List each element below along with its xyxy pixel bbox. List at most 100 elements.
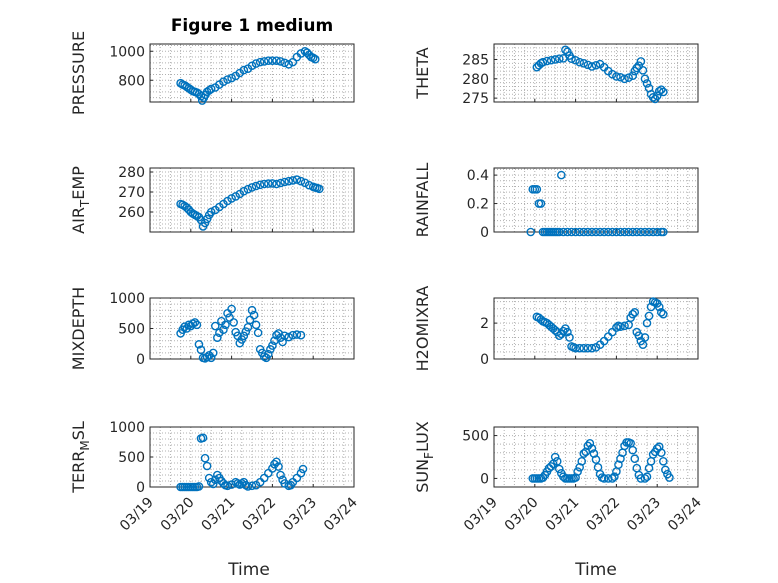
x-tick-label: 03/19 — [117, 495, 157, 535]
subplot-4: 0 0.2 0.4 RAINFALL — [413, 163, 699, 241]
y-tick-label: 1000 — [109, 291, 145, 307]
data-point — [628, 227, 638, 237]
data-point — [272, 56, 281, 65]
data-point — [583, 227, 593, 237]
data-point — [654, 86, 664, 96]
data-point — [648, 227, 658, 237]
data-point — [612, 323, 621, 332]
data-point — [247, 61, 257, 71]
data-point — [253, 328, 263, 338]
plot-frame — [493, 426, 699, 488]
data-point — [180, 322, 189, 331]
data-point — [268, 179, 277, 188]
y-tick-label: 0 — [480, 352, 489, 368]
data-point — [288, 176, 298, 185]
y-tick-label: 500 — [118, 322, 145, 338]
data-point — [648, 93, 658, 102]
data-point — [221, 320, 230, 330]
data-point — [292, 330, 302, 339]
data-point — [255, 57, 265, 67]
data-point — [190, 318, 200, 327]
data-point — [227, 73, 236, 83]
data-point — [583, 60, 593, 70]
subplot-8: 0 500 03/19 03/20 03/21 03/22 03/23 03/24 SUNFLU… — [413, 421, 705, 580]
data-point — [268, 56, 277, 65]
data-point — [642, 79, 652, 88]
x-tick-label: 03/20 — [158, 495, 198, 535]
data-point — [591, 455, 601, 464]
data-point — [296, 49, 306, 58]
data-point — [612, 72, 621, 81]
data-point — [620, 321, 629, 331]
x-tick-label: 03/19 — [461, 495, 501, 535]
data-point — [296, 330, 306, 340]
data-point — [550, 452, 560, 462]
y-tick-label: 1000 — [109, 420, 145, 436]
data-point — [208, 479, 218, 489]
data-point — [591, 227, 601, 237]
x-tick-label: 03/24 — [665, 494, 705, 534]
data-point — [559, 227, 568, 237]
y-axis-label: MIXDEPTH — [69, 287, 88, 370]
data-point — [608, 474, 617, 483]
data-point — [292, 175, 302, 184]
data-point — [616, 227, 625, 237]
data-point — [239, 65, 249, 75]
data-point — [640, 227, 650, 237]
data-point — [628, 71, 638, 81]
data-point — [636, 227, 646, 237]
data-point — [526, 227, 536, 237]
data-point — [610, 472, 619, 482]
data-point — [227, 304, 236, 314]
data-point — [315, 184, 324, 194]
data-point — [542, 56, 552, 66]
data-point — [616, 322, 625, 332]
data-point — [546, 462, 556, 471]
data-point — [665, 473, 674, 482]
y-axis-label: THETA — [413, 47, 432, 99]
y-tick-label: 270 — [118, 185, 145, 201]
data-point — [264, 179, 273, 188]
y-axis-label: AIRTEMP — [69, 166, 92, 234]
data-point — [567, 54, 576, 63]
data-point — [636, 474, 646, 483]
data-point — [210, 475, 220, 485]
data-point — [239, 331, 249, 341]
data-point — [296, 176, 306, 186]
data-point — [561, 45, 570, 55]
data-point — [640, 474, 650, 483]
plot-frame — [149, 43, 355, 103]
data-point — [652, 227, 662, 237]
data-point — [194, 340, 204, 349]
data-point — [636, 57, 646, 66]
data-point — [208, 348, 218, 358]
data-point — [280, 58, 289, 68]
data-point — [536, 199, 546, 208]
x-tick-label: 03/21 — [543, 495, 583, 535]
data-point — [659, 456, 668, 466]
data-point — [249, 310, 259, 320]
data-point — [202, 352, 212, 362]
data-point — [206, 353, 216, 363]
data-point — [243, 184, 253, 194]
data-point — [638, 65, 648, 75]
data-point — [628, 445, 638, 455]
data-point — [554, 227, 564, 237]
y-axis-label: RAINFALL — [413, 163, 432, 238]
y-tick-label: 0.2 — [467, 197, 489, 213]
data-point — [546, 55, 556, 65]
data-point — [202, 461, 212, 471]
subplot-5: 0 500 1000 MIXDEPTH — [69, 287, 355, 370]
data-point — [587, 62, 597, 71]
data-point — [251, 181, 261, 191]
subplot-1: 800 1000 PRESSURE Figure 1 medium — [69, 16, 355, 115]
data-point — [608, 227, 617, 237]
data-point — [223, 75, 232, 84]
data-point — [559, 472, 568, 482]
y-tick-label: 500 — [462, 429, 489, 445]
data-point — [628, 309, 638, 319]
plot-area — [493, 167, 699, 233]
data-point — [632, 227, 642, 237]
data-point — [640, 74, 650, 84]
